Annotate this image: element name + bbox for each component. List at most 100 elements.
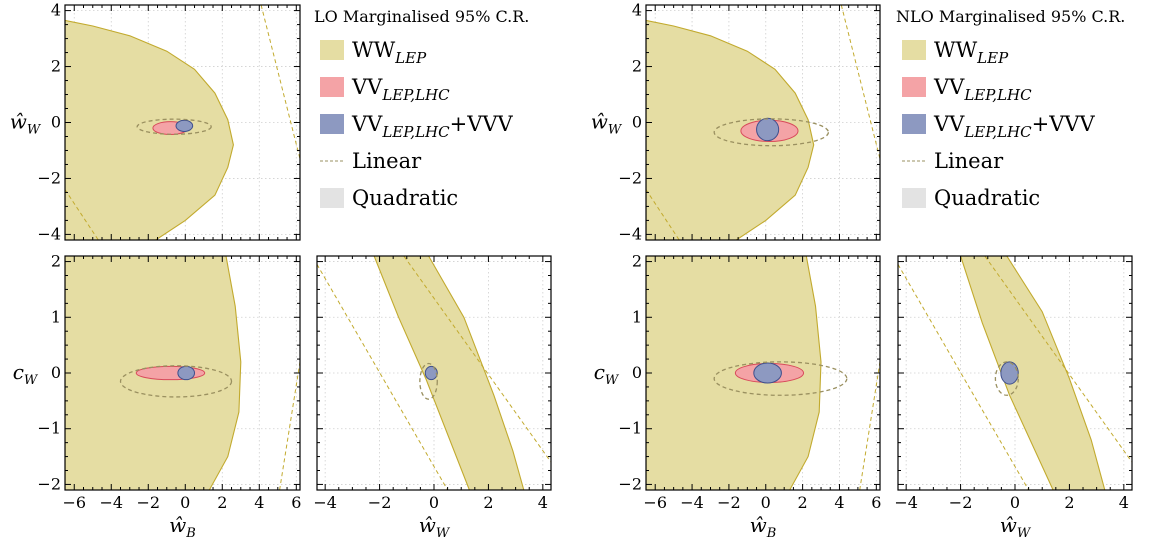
- panel-NLO-wW-cW: −4 −2 0 2 4 ŵW: [894, 255, 1133, 541]
- legend-item-quadratic: Quadratic: [902, 186, 1040, 210]
- legend-label: Linear: [352, 149, 422, 173]
- panel-LO-wB-wW: −4 −2 0 2 4 ŵW: [10, 1, 301, 243]
- x-tick-label: 2: [1064, 493, 1074, 512]
- ww-lep-linear-contour: [898, 264, 1030, 490]
- x-tick-label: 0: [1010, 493, 1020, 512]
- x-tick-label: 4: [538, 493, 548, 512]
- x-tick-label: −6: [643, 493, 667, 512]
- y-tick-label: 2: [632, 252, 642, 271]
- legend-label: VVLEP,LHC+VVV: [933, 112, 1096, 141]
- x-tick-label: 4: [1119, 493, 1129, 512]
- y-tick-label: 0: [51, 113, 61, 132]
- vv-vvv-region: [177, 365, 196, 381]
- legend-label: VVLEP,LHC: [351, 75, 450, 104]
- y-tick-label: 1: [632, 307, 642, 326]
- x-tick-label: 2: [483, 493, 493, 512]
- y-tick-label: −1: [618, 419, 642, 438]
- axis-label-cW: cW: [594, 360, 620, 388]
- legend-item-linear: Linear: [320, 149, 422, 173]
- linear-contour: [119, 365, 233, 398]
- y-tick-label: 0: [632, 113, 642, 132]
- y-tick-label: −2: [618, 168, 642, 187]
- legend-item-ww: WWLEP: [320, 38, 427, 67]
- y-tick-label: 0: [632, 363, 642, 382]
- panel-LO-wB-cW: −6 −4 −2 0 2 4 6 −2 −1 0 1 2 ŵB cW: [13, 252, 302, 541]
- ww-lep-linear-contour: [260, 5, 300, 160]
- legend-item-ww: WWLEP: [902, 38, 1009, 67]
- axis-label-wW: ŵW: [1000, 513, 1032, 541]
- plot-area: [65, 256, 300, 490]
- ww-lep-linear-contour: [840, 5, 880, 160]
- y-tick-label: −4: [618, 224, 642, 243]
- ww-lep-region: [960, 256, 1106, 490]
- y-tick-label: 1: [51, 307, 61, 326]
- legend-label: Quadratic: [934, 186, 1040, 210]
- ticks: −4 −2 0 2 4: [618, 1, 880, 243]
- linear-contour: [713, 361, 848, 396]
- ww-lep-linear-contour: [279, 361, 300, 490]
- legend-nlo: NLO Marginalised 95% C.R. WWLEP VVLEP,LHC…: [896, 7, 1125, 210]
- x-tick-label: −4: [680, 493, 704, 512]
- panel-LO-wW-cW: −4 −2 0 2 4 ŵW: [313, 255, 552, 541]
- legend-swatch: [902, 114, 926, 134]
- legend-swatch: [902, 188, 926, 208]
- x-tick-label: −4: [894, 493, 918, 512]
- plot-area: [898, 256, 1132, 490]
- legend-item-vv: VVLEP,LHC: [320, 75, 450, 104]
- panel-NLO-wB-cW: −6 −4 −2 0 2 4 6 −2 −1 0 1 2 ŵB cW: [594, 252, 882, 541]
- x-tick-label: 6: [291, 493, 301, 512]
- ticks: −4 −2 0 2 4: [894, 256, 1132, 512]
- ticks: −4 −2 0 2 4: [37, 1, 300, 243]
- legend-swatch: [902, 77, 926, 97]
- legend-swatch: [320, 188, 344, 208]
- ww-lep-linear-contour: [65, 189, 99, 240]
- legend-title: NLO Marginalised 95% C.R.: [896, 7, 1125, 26]
- vv-vvv-region: [753, 362, 782, 384]
- plot-area: [317, 256, 551, 490]
- ww-lep-region: [65, 19, 234, 240]
- y-tick-label: 2: [632, 57, 642, 76]
- x-tick-label: 0: [429, 493, 439, 512]
- y-tick-label: 2: [51, 57, 61, 76]
- x-tick-label: 6: [871, 493, 881, 512]
- ww-lep-linear-contour: [859, 361, 880, 490]
- y-tick-label: 2: [51, 252, 61, 271]
- legend-item-vvv: VVLEP,LHC+VVV: [320, 112, 514, 141]
- axis-label-wW: ŵW: [10, 110, 42, 138]
- legend-label: WWLEP: [352, 38, 427, 67]
- vv-vvv-region: [1000, 361, 1019, 385]
- axis-label-wB: ŵB: [750, 513, 777, 541]
- legend-title: LO Marginalised 95% C.R.: [314, 7, 529, 26]
- x-tick-label: 2: [217, 493, 227, 512]
- legend-label: VVLEP,LHC: [933, 75, 1032, 104]
- y-tick-label: −4: [37, 224, 61, 243]
- legend-label: WWLEP: [934, 38, 1009, 67]
- panel-NLO-wB-wW: −4 −2 0 2 4 ŵW: [591, 1, 881, 243]
- ticks: −4 −2 0 2 4: [313, 256, 551, 512]
- axis-label-wW: ŵW: [419, 513, 451, 541]
- x-tick-label: −2: [368, 493, 392, 512]
- x-tick-label: 0: [180, 493, 190, 512]
- ticks: −6 −4 −2 0 2 4 6 −2 −1 0 1 2: [618, 252, 881, 512]
- ww-lep-linear-contour: [984, 256, 1132, 463]
- legend-item-vv: VVLEP,LHC: [902, 75, 1032, 104]
- legend-label: Linear: [934, 149, 1004, 173]
- legend-item-vvv: VVLEP,LHC+VVV: [902, 112, 1096, 141]
- legend-swatch: [320, 114, 344, 134]
- ww-lep-region: [646, 19, 815, 240]
- ww-lep-region: [646, 256, 822, 490]
- x-tick-label: 4: [254, 493, 264, 512]
- x-tick-label: −2: [949, 493, 973, 512]
- y-tick-label: 0: [51, 363, 61, 382]
- ww-lep-linear-contour: [403, 256, 551, 463]
- x-tick-label: 0: [761, 493, 771, 512]
- y-tick-label: −2: [618, 474, 642, 493]
- x-tick-label: 2: [798, 493, 808, 512]
- axis-label-cW: cW: [13, 360, 39, 388]
- ww-lep-region: [373, 256, 525, 490]
- y-tick-label: −1: [37, 419, 61, 438]
- linear-contour: [136, 118, 212, 135]
- linear-contour: [994, 361, 1019, 396]
- legend-item-quadratic: Quadratic: [320, 186, 458, 210]
